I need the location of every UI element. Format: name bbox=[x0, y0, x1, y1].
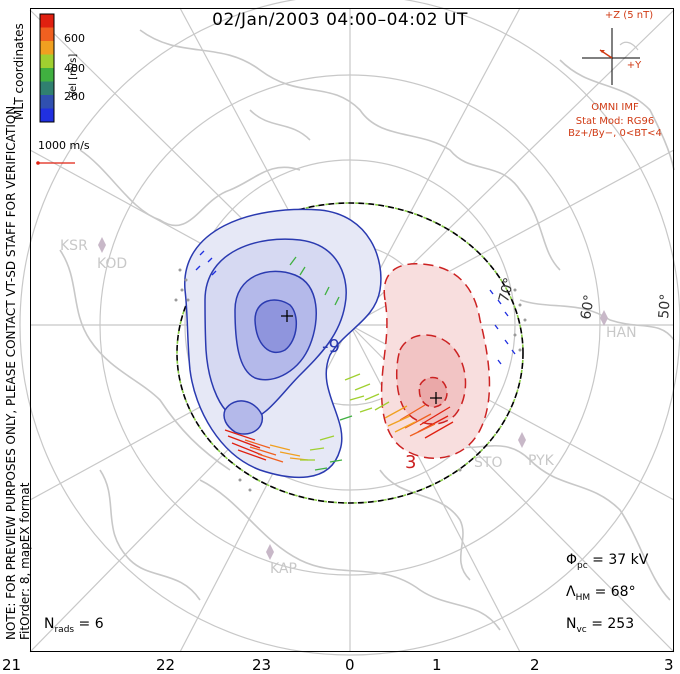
mlt-tick-23: 23 bbox=[252, 656, 272, 674]
negative-cell bbox=[184, 208, 382, 479]
vector-scale-arrow bbox=[36, 161, 75, 165]
imf-model: Stat Mod: RG96 bbox=[575, 116, 655, 127]
imf-condition: Bz+/By−, 0<BT<4 bbox=[568, 128, 662, 139]
colorbar-swatch bbox=[40, 95, 54, 109]
page-title: 02/Jan/2003 04:00–04:02 UT bbox=[212, 10, 468, 30]
colorbar-tick-600: 600 bbox=[64, 32, 85, 45]
station-sto: STO bbox=[474, 455, 503, 471]
imf-by-label: +Y bbox=[626, 60, 642, 71]
stat-n-vc: Nvc = 253 bbox=[566, 616, 635, 635]
colorbar-border bbox=[39, 13, 55, 123]
colorbar-swatch bbox=[40, 68, 54, 82]
colorbar-swatch bbox=[40, 27, 54, 42]
coord-label: MLT coordinates bbox=[12, 23, 26, 120]
hm-boundary-green bbox=[176, 202, 524, 504]
contour-label-negative: -9 bbox=[322, 336, 340, 357]
station-markers bbox=[90, 237, 608, 560]
colorbar-swatch bbox=[40, 54, 54, 69]
velocity-vectors bbox=[195, 250, 516, 471]
stat-lambda-hm: ΛHM = 68° bbox=[566, 584, 636, 603]
lat-label-50: 50° bbox=[656, 293, 675, 320]
stat-n-rads: Nrads = 6 bbox=[44, 616, 104, 635]
sample-dots bbox=[174, 268, 527, 492]
mlt-tick-0: 0 bbox=[345, 656, 355, 674]
station-han: HAN bbox=[606, 325, 637, 341]
stat-phi-pc: Φpc = 37 kV bbox=[566, 552, 649, 571]
colorbar-tick-200: 200 bbox=[64, 90, 85, 103]
vector-scale-label: 1000 m/s bbox=[38, 139, 90, 152]
colorbar-tick-400: 400 bbox=[64, 62, 85, 75]
note-line-2: FitOrder: 8, mapEX format bbox=[18, 482, 32, 640]
imf-source: OMNI IMF bbox=[591, 102, 639, 113]
imf-bz-label: +Z (5 nT) bbox=[604, 10, 654, 21]
note-line-1: NOTE: FOR PREVIEW PURPOSES ONLY, PLEASE … bbox=[4, 101, 18, 640]
mlt-tick-2: 2 bbox=[530, 656, 540, 674]
mlt-tick-21: 21 bbox=[2, 656, 22, 674]
station-kap: KAP bbox=[270, 561, 297, 577]
mlt-tick-22: 22 bbox=[156, 656, 176, 674]
velocity-colorbar bbox=[39, 13, 55, 123]
colorbar-swatch bbox=[40, 108, 54, 123]
imf-clock-icon bbox=[582, 28, 640, 85]
station-kod: KOD bbox=[97, 256, 128, 272]
mlt-tick-3: 3 bbox=[664, 656, 674, 674]
plot-frame bbox=[30, 8, 674, 652]
contour-label-positive: 3 bbox=[405, 452, 417, 473]
colorbar-swatch bbox=[40, 41, 54, 55]
colorbar-swatch bbox=[40, 14, 54, 28]
colorbar-swatch bbox=[40, 81, 54, 96]
mlt-tick-1: 1 bbox=[432, 656, 442, 674]
station-ksr: KSR bbox=[60, 238, 88, 254]
preview-note: NOTE: FOR PREVIEW PURPOSES ONLY, PLEASE … bbox=[4, 102, 32, 640]
hm-boundary bbox=[176, 202, 524, 504]
station-pyk: PYK bbox=[528, 453, 554, 469]
positive-cell bbox=[380, 263, 491, 459]
